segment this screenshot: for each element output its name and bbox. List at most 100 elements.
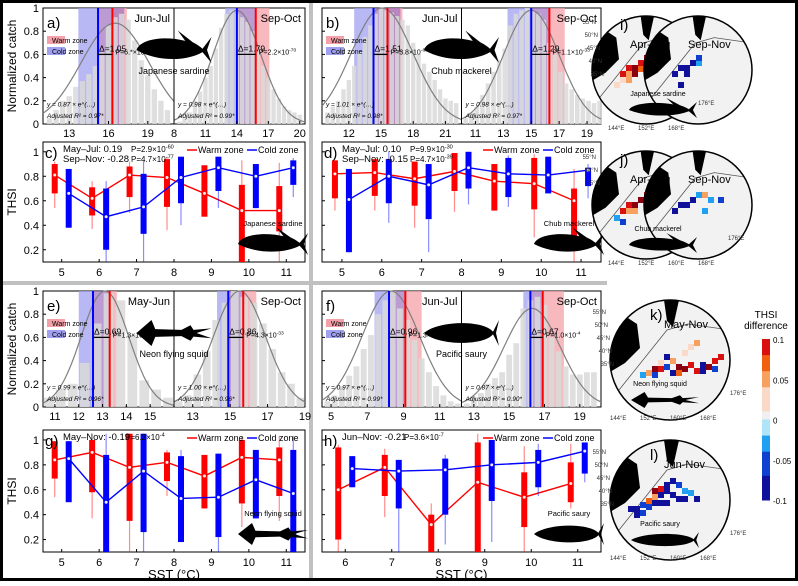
histogram-bar: [125, 19, 131, 125]
thsi-difference-cell: [682, 496, 688, 502]
x-tick-label: 10: [535, 267, 547, 279]
thsi-difference-cell: [634, 506, 640, 512]
thsi-difference-cell: [700, 362, 706, 368]
fit-r2: Adjusted R² = 0.97*: [46, 113, 104, 120]
histogram-bar: [447, 401, 454, 407]
histogram-bar: [485, 383, 491, 407]
histogram-bar: [151, 389, 162, 407]
x-tick-label: 5: [328, 411, 334, 423]
thsi-difference-cell: [664, 500, 670, 506]
colorbar-title: THSI: [755, 310, 778, 321]
histogram-bar: [105, 25, 112, 124]
thsi-difference-cell: [678, 82, 684, 88]
box: [371, 159, 378, 196]
thsi-difference-cell: [652, 500, 658, 506]
longitude-label: 144°E: [610, 556, 626, 562]
thsi-difference-cell: [682, 366, 688, 372]
histogram-bar: [416, 54, 421, 124]
thsi-difference-cell: [652, 372, 658, 378]
legend-warm-swatch: [326, 36, 344, 44]
x-tick-label: 14: [120, 411, 132, 423]
histogram-bar: [468, 112, 474, 124]
thsi-difference-cell: [676, 482, 682, 488]
species-label: Japanese sardine: [243, 219, 302, 228]
histogram-bar: [535, 13, 541, 124]
x-tick-label: 8: [171, 128, 177, 140]
vertical-divider: [309, 3, 313, 578]
map-ocean: [644, 16, 752, 124]
median-point: [492, 179, 496, 183]
x-tick-label: 18: [407, 128, 419, 140]
histogram-bar: [193, 374, 202, 407]
map-ocean: [644, 151, 752, 259]
thsi-difference-cell: [688, 362, 694, 368]
thsi-difference-cell: [614, 82, 620, 88]
y-tick-label: 0.6: [24, 196, 39, 208]
latitude-label: 45°N: [587, 46, 600, 52]
fit-r2: Adjusted R² = 0.96*: [46, 396, 104, 403]
median-point: [443, 468, 447, 472]
gaussian-fit-curve: [321, 7, 462, 121]
thsi-difference-cell: [658, 360, 664, 366]
histogram-bar: [432, 79, 437, 124]
fit-r2: Adjusted R² = 0.99*: [325, 396, 383, 403]
histogram-bar: [351, 66, 357, 124]
median-point: [202, 191, 206, 195]
latitude-label: 35°N: [601, 502, 614, 508]
x-tick-label: 7: [389, 557, 395, 569]
box: [103, 188, 110, 250]
colorbar-segment: [762, 403, 770, 412]
panel-g: 5 6 7 8 9 10 11 0.2 0.4 0.6 0.8 1 THSI SST (°C) g) May–…: [5, 429, 308, 582]
longitude-label: 144°E: [610, 416, 626, 422]
longitude-label: 144°E: [608, 261, 624, 267]
colorbar-segment: [762, 355, 770, 364]
legend-warm-label: Warm zone: [198, 145, 244, 155]
y-tick-label: 0.8: [24, 26, 39, 38]
fit-r2: Adjusted R² = 0.98*: [325, 113, 383, 120]
season-label: May-Jun: [128, 296, 170, 308]
histogram-bar: [292, 112, 297, 124]
longitude-label: 152°E: [640, 556, 656, 562]
histogram-bar: [597, 100, 602, 124]
y-tick-label: 0.4: [24, 220, 39, 232]
histogram-bar: [325, 112, 330, 124]
histogram-bar: [115, 300, 126, 407]
colorbar-segment: [762, 371, 770, 380]
thsi-difference-cell: [664, 482, 670, 488]
box: [442, 458, 449, 515]
series-cold-zone: [345, 151, 592, 253]
histogram-bar: [586, 100, 591, 124]
thsi-difference-cell: [678, 65, 684, 71]
x-tick-label: 17: [553, 128, 565, 140]
histogram-bar: [338, 386, 345, 407]
longitude-label: 160°E: [670, 556, 686, 562]
histogram-bar: [145, 75, 151, 124]
histogram-bar: [591, 103, 597, 124]
legend-warm-swatch: [47, 319, 65, 327]
legend-cold-swatch: [47, 330, 65, 338]
correlation-stat: May–Jul: 0.10: [342, 144, 401, 155]
histogram-bar: [389, 291, 396, 407]
histogram-bar: [259, 323, 267, 407]
fish-silhouette-icon: [629, 233, 697, 253]
legend-cold-label: Cold zone: [331, 49, 363, 56]
panel-h: 6 7 8 9 10 11 SST (°C) h) Jun–Nov: -0.21P=3.6×10…: [321, 429, 604, 582]
species-label: Pacific saury: [436, 349, 488, 359]
fit-equation: y = 0.99 × e^(…): [46, 385, 95, 392]
longitude-label: 144°E: [608, 126, 624, 132]
panel-label: l): [650, 447, 658, 464]
median-point: [142, 469, 146, 473]
y-axis-label: Normalized catch: [5, 303, 19, 396]
histogram-bar: [591, 372, 597, 407]
box: [252, 449, 259, 519]
x-tick-label: 11: [49, 411, 60, 423]
colorbar-segment: [762, 475, 770, 485]
thsi-difference-cell: [632, 202, 638, 208]
latitude-label: 55°N: [593, 450, 606, 456]
season-label: Jun-Jul: [422, 13, 457, 25]
histogram-bar: [569, 374, 576, 407]
median-point: [546, 173, 550, 177]
